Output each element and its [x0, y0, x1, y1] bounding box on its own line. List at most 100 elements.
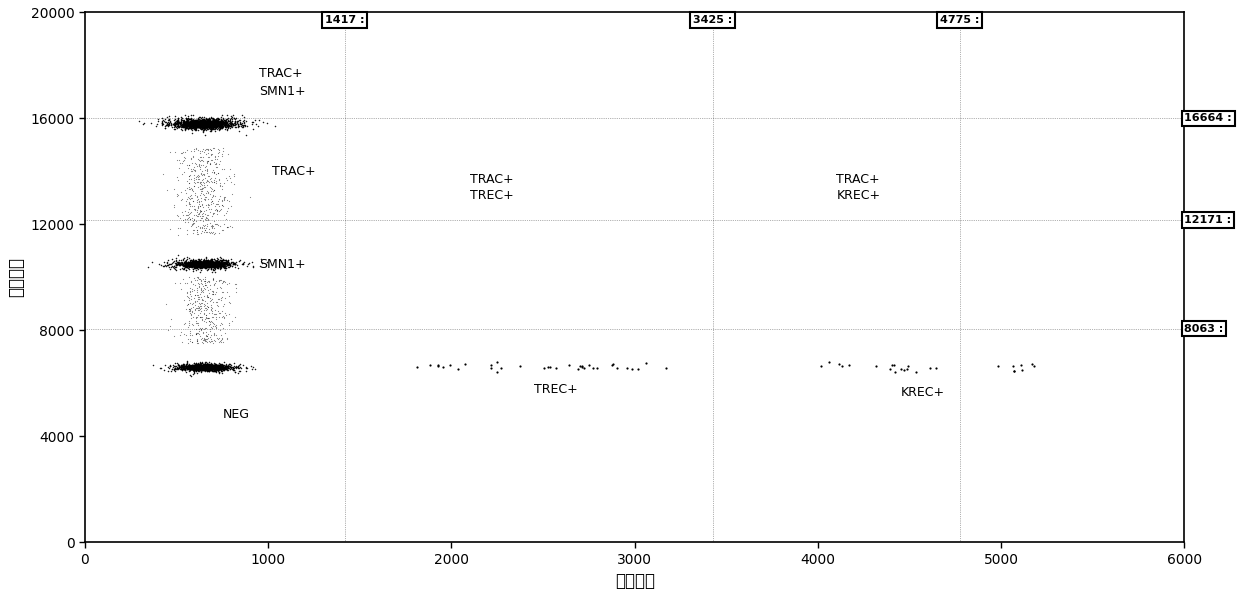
- Point: [175, 118, 195, 128]
- Point: [195, 363, 214, 373]
- Point: [197, 362, 217, 372]
- Point: [195, 259, 214, 268]
- Point: [193, 119, 213, 128]
- Point: [193, 260, 213, 269]
- Point: [201, 363, 221, 373]
- Point: [180, 116, 199, 126]
- Point: [196, 120, 216, 130]
- Point: [190, 120, 209, 130]
- Point: [183, 121, 203, 131]
- Point: [204, 362, 224, 372]
- Point: [201, 362, 221, 372]
- Point: [191, 259, 211, 269]
- Point: [197, 363, 217, 373]
- Point: [197, 119, 217, 129]
- Point: [188, 262, 208, 272]
- Point: [196, 116, 216, 126]
- Point: [190, 363, 209, 373]
- Point: [185, 119, 204, 129]
- Point: [206, 278, 225, 287]
- Point: [196, 118, 216, 127]
- Point: [190, 119, 209, 128]
- Point: [173, 264, 193, 273]
- Point: [196, 306, 216, 315]
- Point: [206, 363, 225, 373]
- Point: [186, 119, 206, 128]
- Point: [202, 254, 222, 263]
- Point: [197, 259, 217, 268]
- Point: [193, 361, 213, 371]
- Point: [186, 362, 206, 372]
- Point: [191, 259, 211, 268]
- Point: [202, 364, 222, 374]
- Point: [195, 364, 214, 373]
- Point: [188, 260, 208, 269]
- Point: [207, 121, 227, 130]
- Point: [199, 258, 219, 267]
- Point: [191, 260, 211, 270]
- Point: [198, 361, 218, 371]
- Point: [186, 120, 206, 130]
- Point: [206, 259, 225, 268]
- Point: [199, 362, 219, 371]
- Point: [187, 261, 207, 271]
- Point: [176, 363, 196, 373]
- Point: [195, 364, 214, 373]
- Point: [196, 259, 216, 268]
- Point: [197, 260, 217, 269]
- Point: [176, 259, 196, 269]
- Point: [167, 116, 187, 126]
- Point: [181, 119, 201, 129]
- Point: [192, 294, 212, 304]
- Point: [193, 363, 213, 373]
- Point: [209, 119, 229, 128]
- Point: [186, 119, 206, 128]
- Point: [196, 121, 216, 131]
- Point: [198, 117, 218, 127]
- Point: [191, 361, 211, 371]
- Point: [191, 121, 211, 131]
- Point: [192, 121, 212, 130]
- Point: [195, 260, 214, 270]
- Point: [183, 262, 203, 272]
- Point: [185, 121, 204, 131]
- Point: [186, 121, 206, 130]
- Point: [191, 120, 211, 130]
- Point: [165, 119, 185, 129]
- Point: [208, 168, 228, 177]
- Point: [183, 118, 203, 128]
- Point: [217, 118, 237, 127]
- Point: [198, 276, 218, 286]
- Point: [175, 116, 195, 126]
- Point: [192, 119, 212, 128]
- Point: [190, 121, 209, 130]
- Point: [192, 184, 212, 194]
- Point: [208, 220, 228, 229]
- Point: [187, 363, 207, 373]
- Point: [193, 259, 213, 269]
- Point: [193, 362, 213, 372]
- Point: [177, 121, 197, 131]
- Point: [195, 276, 214, 286]
- Point: [216, 117, 235, 127]
- Point: [190, 361, 209, 371]
- Point: [197, 362, 217, 372]
- Point: [195, 363, 214, 373]
- Point: [196, 119, 216, 128]
- Point: [182, 123, 202, 133]
- Point: [187, 119, 207, 129]
- Point: [209, 333, 229, 343]
- Point: [195, 362, 214, 371]
- Point: [201, 119, 221, 129]
- Point: [186, 256, 206, 266]
- Point: [188, 119, 208, 129]
- Point: [209, 259, 229, 268]
- Point: [183, 120, 203, 130]
- Point: [191, 119, 211, 129]
- Point: [161, 119, 181, 128]
- Point: [185, 363, 204, 373]
- Point: [182, 260, 202, 269]
- Point: [183, 258, 203, 267]
- Point: [193, 258, 213, 267]
- Point: [188, 361, 208, 371]
